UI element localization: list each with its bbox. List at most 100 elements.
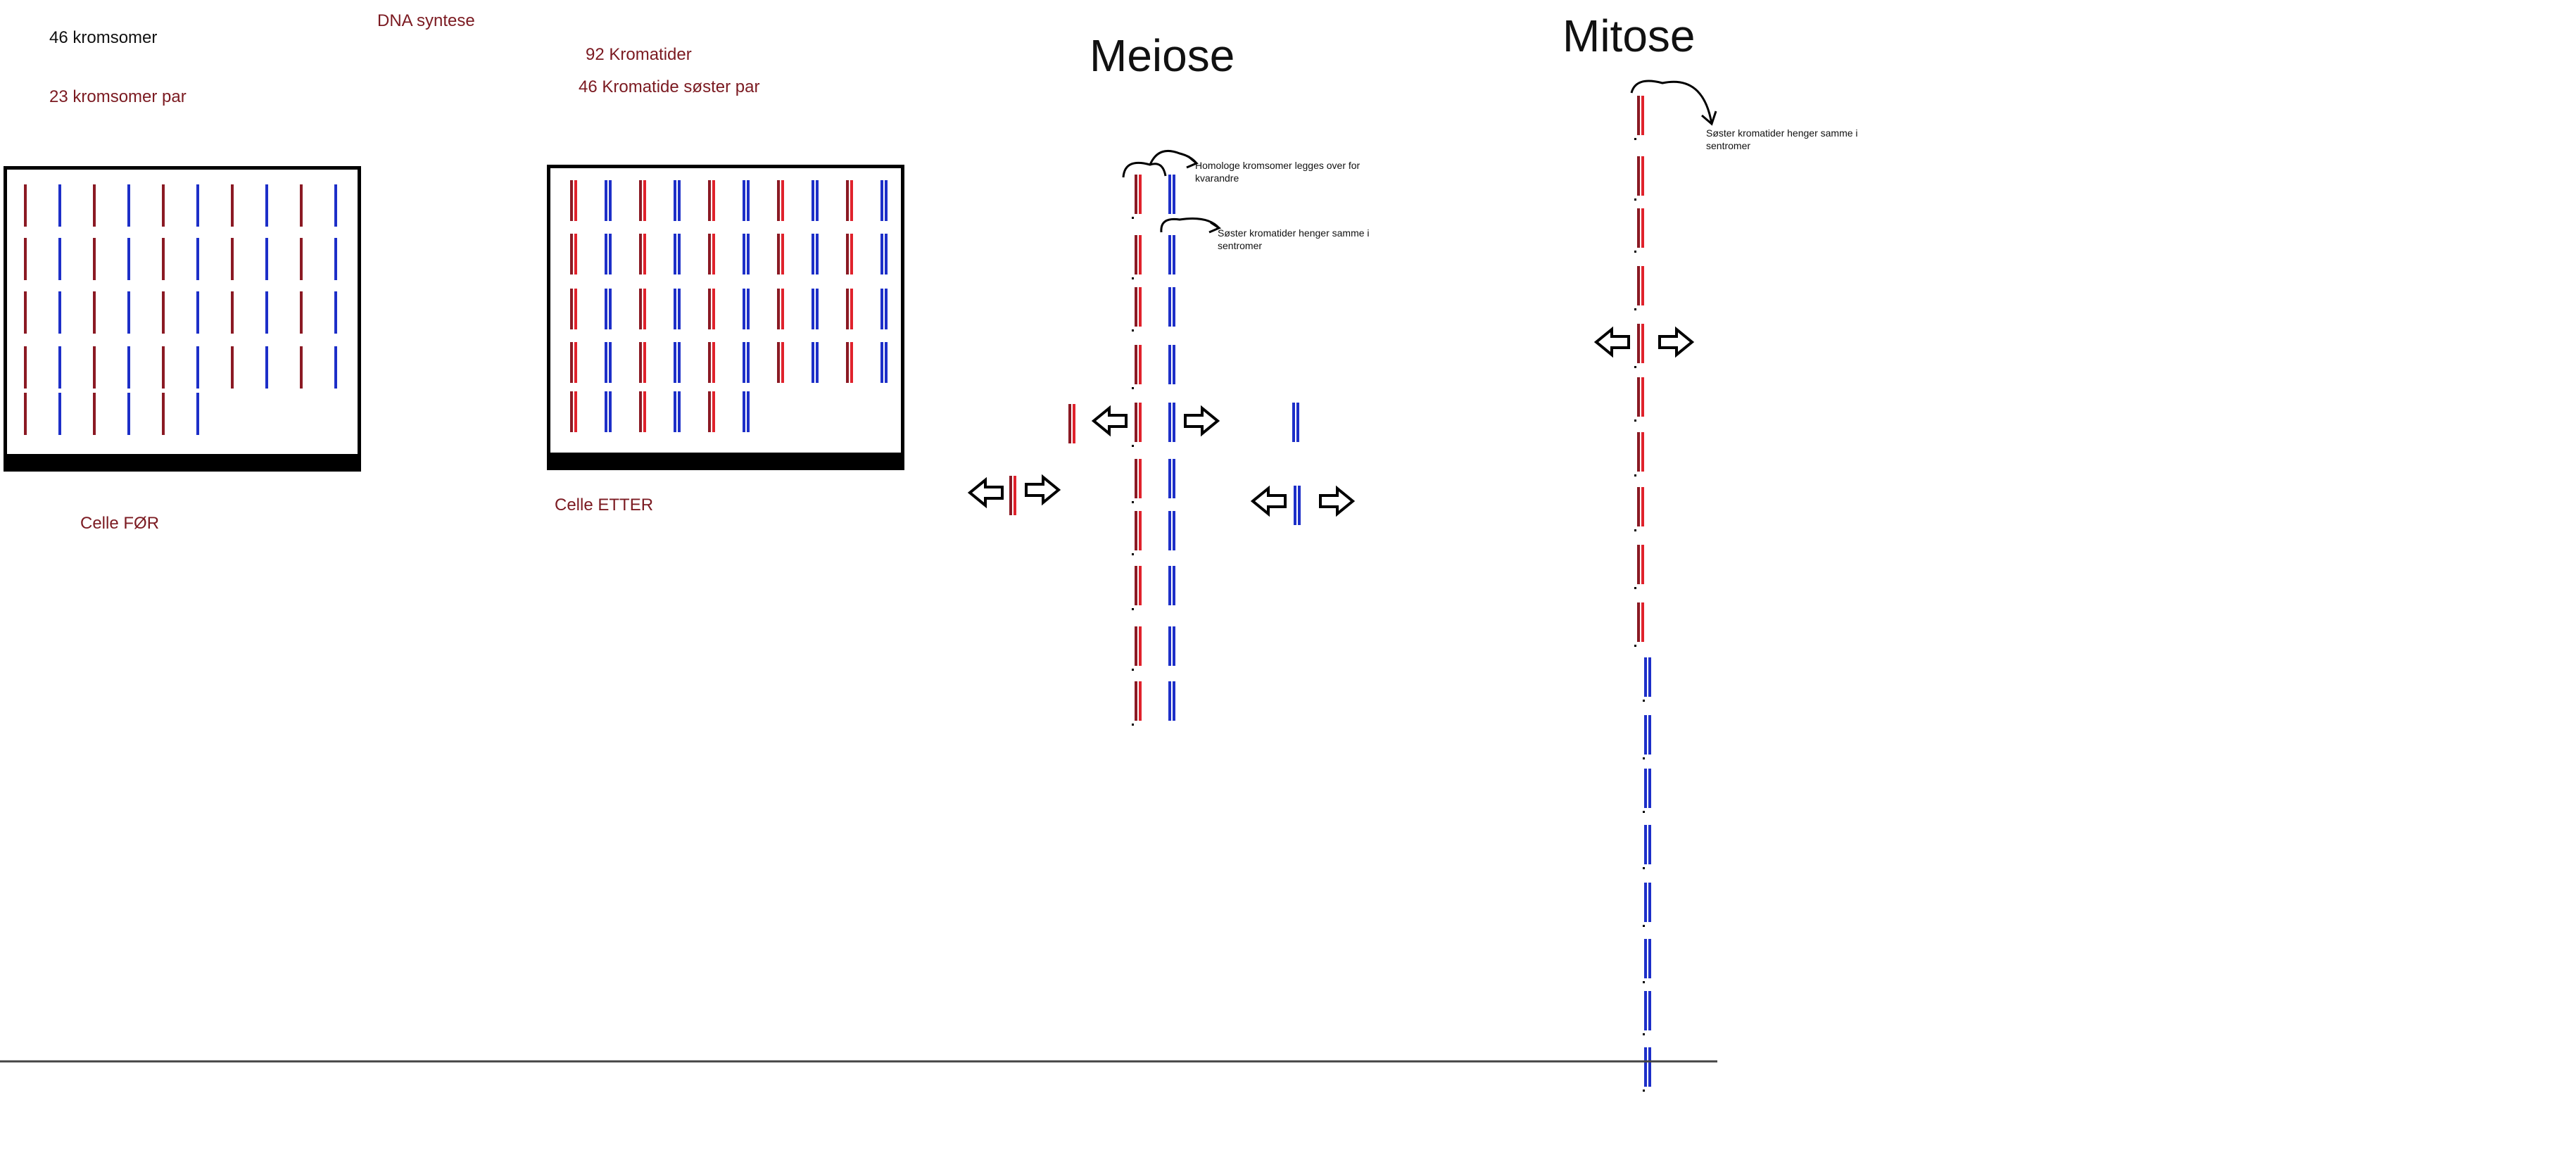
- meiose-maternal-chromatid: [1135, 175, 1137, 214]
- arrowhead-icon: [1701, 111, 1717, 126]
- centromere-mark: [1634, 138, 1636, 140]
- label-dna-syntese: DNA syntese: [377, 11, 475, 30]
- soster-meiose-curve-arrow: [1160, 217, 1220, 233]
- centromere-mark: [1643, 981, 1645, 983]
- mitose-maternal-chromatid: [1637, 156, 1640, 196]
- sister-chromatid: [643, 234, 646, 274]
- sister-chromatid: [712, 234, 715, 274]
- meiose-paternal-chromatid: [1168, 175, 1171, 214]
- chromosome-before: [196, 393, 199, 435]
- chromosome-before: [162, 346, 165, 389]
- sister-chromatid: [747, 180, 750, 221]
- meiose-maternal-chromatid: [1135, 403, 1137, 442]
- sister-chromatid: [609, 391, 612, 432]
- chromosome-before: [162, 184, 165, 227]
- chromosome-before: [127, 346, 130, 389]
- chromosome-before: [93, 291, 96, 334]
- meiose-maternal-chromatid: [1135, 459, 1137, 498]
- centromere-mark: [1643, 867, 1645, 869]
- chromosome-before: [127, 184, 130, 227]
- sister-chromatid: [708, 391, 711, 432]
- meiose-paternal-chromatid: [1173, 566, 1175, 605]
- centromere-mark: [1634, 198, 1636, 201]
- sister-chromatid: [812, 342, 814, 383]
- meiose-maternal-chromatid: [1135, 345, 1137, 384]
- mitose-paternal-chromatid: [1644, 939, 1647, 978]
- arrows: [967, 326, 1695, 517]
- label-46-kromosomer: 46 kromsomer: [49, 28, 158, 47]
- meiose-separated-maternal: [1073, 404, 1075, 443]
- sister-chromatid: [609, 342, 612, 383]
- sister-chromatid: [747, 234, 750, 274]
- soster-mitose-curve-arrow: [1630, 80, 1713, 125]
- meiose-maternal-chromatid: [1135, 511, 1137, 550]
- meiose-maternal-chromatid: [1139, 681, 1142, 721]
- sister-chromatid: [674, 289, 676, 329]
- chromosome-before: [24, 238, 27, 280]
- label-23-kromosomer-par: 23 kromsomer par: [49, 87, 187, 106]
- meiose-maternal-chromatid: [1135, 287, 1137, 327]
- sister-chromatid: [781, 289, 784, 329]
- chromosome-before: [162, 393, 165, 435]
- sister-chromatid: [880, 234, 883, 274]
- mitose-maternal-chromatid: [1637, 208, 1640, 248]
- sister-chromatid: [747, 289, 750, 329]
- sister-chromatid: [708, 342, 711, 383]
- centromere-mark: [1634, 587, 1636, 589]
- sister-chromatid: [885, 180, 888, 221]
- mitose-paternal-chromatid: [1648, 939, 1651, 978]
- sister-chromatid: [570, 342, 573, 383]
- chromosome-before: [24, 291, 27, 334]
- sister-chromatid: [747, 391, 750, 432]
- centromere-mark: [1643, 1090, 1645, 1092]
- chromosome-before: [231, 291, 234, 334]
- centromere-mark: [1643, 700, 1645, 702]
- sister-chromatid: [574, 391, 577, 432]
- centromere-mark: [1643, 811, 1645, 813]
- chromosome-before: [334, 238, 337, 280]
- centromere-mark: [1132, 724, 1134, 726]
- meiose-chromosomes: [1009, 175, 1301, 726]
- chromosome-before: [196, 291, 199, 334]
- meiose-paternal-chromatid: [1168, 459, 1171, 498]
- mitose-maternal-chromatid: [1637, 377, 1640, 417]
- mitose-maternal-chromatid: [1641, 432, 1644, 472]
- sister-chromatid: [712, 289, 715, 329]
- sister-chromatid: [743, 180, 745, 221]
- arrow-left-icon: [1091, 405, 1128, 437]
- mitose-paternal-chromatid: [1648, 657, 1651, 697]
- cell-before-floor: [7, 454, 358, 468]
- mitose-maternal-chromatid: [1641, 545, 1644, 584]
- chromosome-before: [231, 238, 234, 280]
- sister-chromatid: [574, 180, 577, 221]
- mitose-paternal-chromatid: [1644, 769, 1647, 808]
- sister-chromatid: [570, 289, 573, 329]
- meiose-separated-paternal: [1298, 486, 1301, 525]
- chromosome-before: [127, 238, 130, 280]
- sister-chromatid: [712, 391, 715, 432]
- centromere-mark: [1634, 251, 1636, 253]
- centromere-mark: [1132, 608, 1134, 610]
- sister-chromatid: [846, 289, 849, 329]
- chromosome-before: [334, 291, 337, 334]
- meiose-separated-paternal: [1292, 403, 1295, 442]
- cell-after-floor: [550, 453, 901, 467]
- title-meiose: Meiose: [1090, 30, 1235, 81]
- chromosome-before: [93, 393, 96, 435]
- sister-chromatid: [678, 391, 681, 432]
- sister-chromatid: [816, 342, 819, 383]
- sister-chromatid: [674, 391, 676, 432]
- sister-chromatid: [712, 342, 715, 383]
- meiose-maternal-chromatid: [1139, 175, 1142, 214]
- sister-chromatid: [816, 180, 819, 221]
- meiose-maternal-chromatid: [1139, 287, 1142, 327]
- note-soster-kromatider-meiose: Søster kromatider henger samme i sentrom…: [1218, 227, 1370, 251]
- sister-chromatid: [708, 234, 711, 274]
- chromosome-before: [300, 291, 303, 334]
- centromere-mark: [1643, 1033, 1645, 1035]
- sister-chromatid: [609, 289, 612, 329]
- meiose-paternal-chromatid: [1168, 403, 1171, 442]
- meiose-paternal-chromatid: [1168, 566, 1171, 605]
- chromosome-before: [300, 238, 303, 280]
- meiose-maternal-chromatid: [1139, 403, 1142, 442]
